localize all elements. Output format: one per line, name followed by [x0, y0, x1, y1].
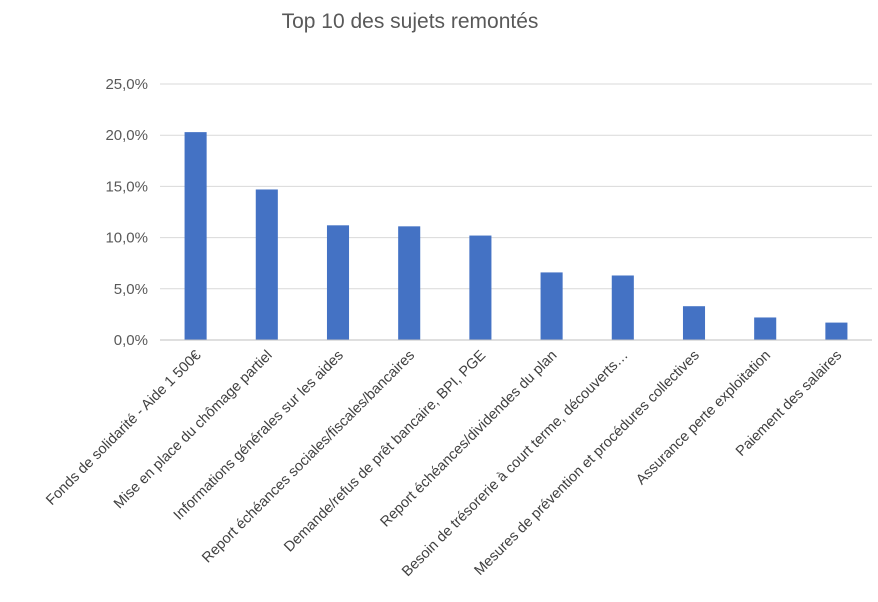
y-tick-label: 10,0%: [105, 230, 148, 247]
chart-title: Top 10 des sujets remontés: [282, 10, 539, 33]
x-category-label: Fonds de solidarité - Aide 1 500€: [43, 348, 204, 509]
y-axis-tick-labels: 0,0% 5,0% 10,0% 15,0% 20,0% 25,0%: [105, 76, 148, 349]
x-category-label: Mise en place du chômage partiel: [111, 348, 276, 513]
bar: [754, 317, 777, 340]
bar: [255, 189, 278, 340]
y-tick-label: 15,0%: [105, 178, 148, 195]
bar: [825, 322, 848, 340]
gridlines: [160, 83, 872, 290]
bar: [469, 235, 492, 340]
bars: [184, 132, 848, 340]
y-tick-label: 25,0%: [105, 76, 148, 93]
bar: [682, 306, 706, 340]
y-tick-label: 5,0%: [114, 281, 148, 298]
bar: [184, 132, 207, 340]
bar: [398, 226, 421, 340]
bar: [326, 225, 350, 340]
y-tick-label: 0,0%: [114, 332, 148, 349]
x-category-label: Assurance perte exploitation: [633, 348, 774, 489]
x-axis-category-labels: Fonds de solidarité - Aide 1 500€Mise en…: [43, 347, 845, 580]
y-tick-label: 20,0%: [105, 127, 148, 144]
bar: [611, 275, 634, 340]
bar: [540, 272, 563, 340]
